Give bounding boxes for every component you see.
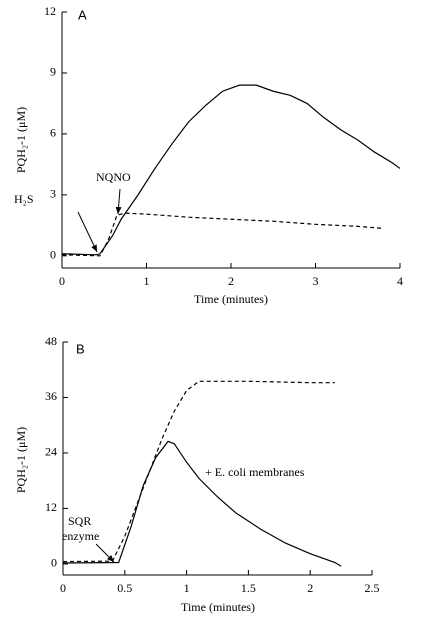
x-tick-label: 3 bbox=[313, 274, 319, 288]
arrow bbox=[115, 188, 122, 215]
y-tick-label: 24 bbox=[45, 445, 57, 459]
x-tick-label: 1.5 bbox=[241, 581, 256, 595]
data-line bbox=[62, 380, 335, 563]
y-axis-label: PQH₂-1 (μM) bbox=[14, 427, 28, 493]
x-tick-label: 2.5 bbox=[365, 581, 380, 595]
annotation: SQR bbox=[68, 514, 91, 528]
y-tick-label: 48 bbox=[45, 334, 57, 348]
y-axis-label: PQH₂-1 (μM) bbox=[14, 107, 28, 173]
panel-label: A bbox=[78, 7, 87, 22]
annotation: NQNO bbox=[96, 170, 131, 184]
x-tick-label: 4 bbox=[397, 274, 403, 288]
y-tick-label: 6 bbox=[50, 126, 56, 140]
x-tick-label: 1 bbox=[144, 274, 150, 288]
x-tick-label: 0 bbox=[59, 274, 65, 288]
data-line bbox=[61, 84, 401, 256]
x-tick-label: 0 bbox=[60, 581, 66, 595]
y-tick-label: 3 bbox=[50, 187, 56, 201]
arrow bbox=[95, 543, 115, 563]
annotation: + E. coli membranes bbox=[205, 465, 305, 479]
data-line bbox=[61, 212, 384, 257]
arrow bbox=[77, 211, 98, 253]
y-tick-label: 9 bbox=[50, 65, 56, 79]
annotation: H₂S bbox=[14, 192, 34, 206]
y-tick-label: 12 bbox=[44, 4, 56, 18]
x-axis-label: Time (minutes) bbox=[181, 600, 255, 614]
x-tick-label: 2 bbox=[228, 274, 234, 288]
y-tick-label: 0 bbox=[51, 556, 57, 570]
y-tick-label: 0 bbox=[50, 248, 56, 262]
y-tick-label: 12 bbox=[45, 500, 57, 514]
x-tick-label: 0.5 bbox=[117, 581, 132, 595]
y-tick-label: 36 bbox=[45, 389, 57, 403]
annotation: enzyme bbox=[62, 529, 99, 543]
data-line bbox=[62, 440, 342, 567]
x-tick-label: 2 bbox=[307, 581, 313, 595]
x-tick-label: 1 bbox=[184, 581, 190, 595]
panel-label: B bbox=[76, 341, 85, 356]
x-axis-label: Time (minutes) bbox=[194, 292, 268, 306]
